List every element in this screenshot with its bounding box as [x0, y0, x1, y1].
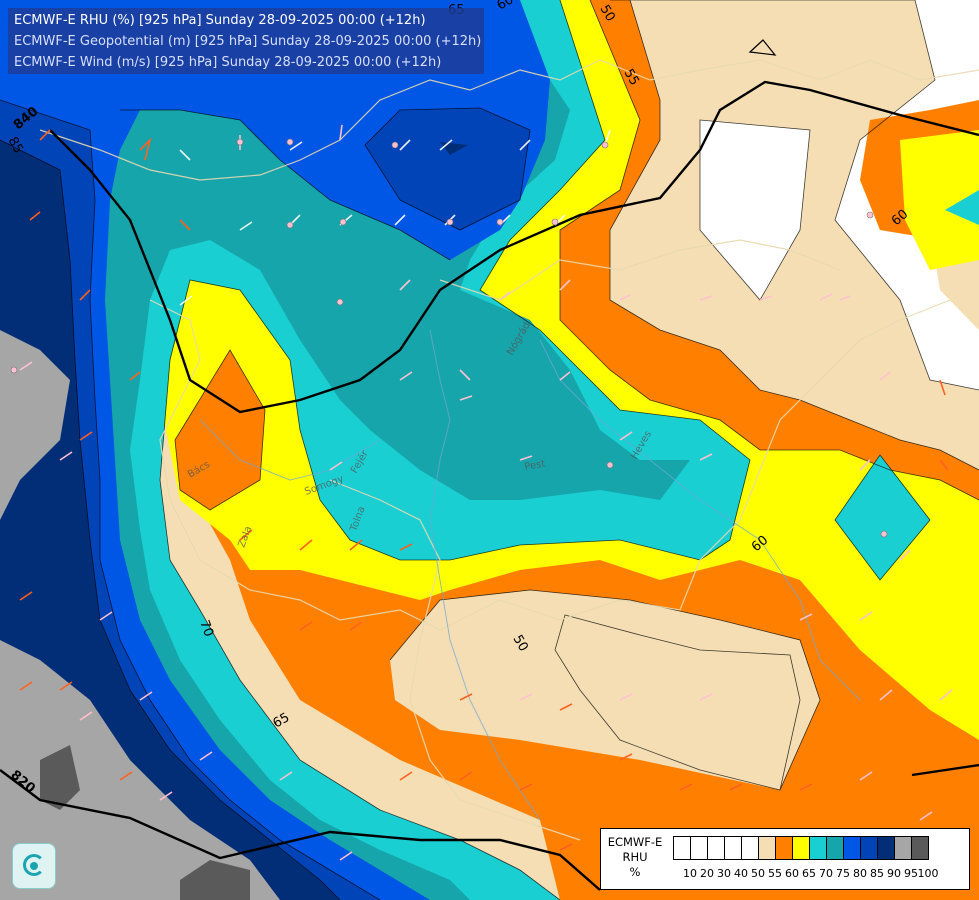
legend-swatch — [860, 836, 878, 860]
legend-tick-label: 65 — [802, 867, 816, 880]
band-85-core — [365, 108, 530, 230]
legend-swatch — [826, 836, 844, 860]
geopotential-title: ECMWF-E Geopotential (m) [925 hPa] Sunda… — [14, 34, 482, 49]
legend-swatch — [690, 836, 708, 860]
ecmwf-logo-icon — [12, 843, 56, 889]
contour-label-3: 55 — [621, 67, 642, 89]
legend-swatch — [724, 836, 742, 860]
legend-title-line-2: RHU — [622, 850, 648, 864]
contour-label-1: 50 — [510, 633, 531, 655]
geopotential-lines — [0, 80, 979, 891]
band-100 — [40, 745, 250, 900]
legend-swatch — [673, 836, 691, 860]
legend-title-line-3: % — [629, 865, 641, 879]
legend-tick-label: 100 — [917, 867, 939, 880]
hole-60-w — [175, 350, 265, 510]
legend-tick-label: 55 — [768, 867, 782, 880]
rivers — [199, 329, 861, 821]
contour-label-2: 50 — [597, 3, 618, 25]
legend-swatch — [707, 836, 725, 860]
map-title-box: ECMWF-E RHU (%) [925 hPa] Sunday 28-09-2… — [8, 8, 484, 74]
legend-tick-label: 50 — [751, 867, 765, 880]
white-ne — [610, 0, 979, 390]
place-label-pest: Pest — [524, 458, 547, 472]
legend-swatch — [843, 836, 861, 860]
legend-swatch — [792, 836, 810, 860]
legend-tick-label: 40 — [734, 867, 748, 880]
rhu-title: ECMWF-E RHU (%) [925 hPa] Sunday 28-09-2… — [14, 13, 426, 28]
triangle-symbol — [748, 39, 777, 56]
legend-swatch — [758, 836, 776, 860]
wind-title: ECMWF-E Wind (m/s) [925 hPa] Sunday 28-0… — [14, 55, 442, 70]
legend-title-line-1: ECMWF-E — [607, 835, 663, 849]
wind-barbs — [10, 124, 953, 861]
contour-label-9: 70 — [196, 618, 216, 639]
legend-tick-label: 85 — [870, 867, 884, 880]
legend-tick-label: 75 — [836, 867, 850, 880]
legend-swatch — [894, 836, 912, 860]
hole-55-s — [390, 590, 820, 790]
legend-tick-label: 10 — [683, 867, 697, 880]
country-borders — [39, 59, 979, 841]
band-70-ne — [945, 190, 979, 225]
legend-tick-label: 90 — [887, 867, 901, 880]
band-90-core — [440, 142, 468, 155]
contour-label-8: 65 — [271, 710, 293, 731]
legend-swatches — [673, 836, 929, 860]
legend-tick-label: 80 — [853, 867, 867, 880]
legend-swatch — [877, 836, 895, 860]
legend-tick-label: 95 — [904, 867, 918, 880]
legend-tick-label: 30 — [717, 867, 731, 880]
contour-label-10: 85 — [5, 135, 26, 157]
band-65-right — [900, 130, 979, 270]
legend-swatch — [809, 836, 827, 860]
legend-tick-label: 60 — [785, 867, 799, 880]
band-75 — [0, 0, 690, 900]
legend-swatch — [775, 836, 793, 860]
legend-swatch — [741, 836, 759, 860]
legend-ticks: 10 20 30 40 50 55 60 65 70 75 80 85 90 95 100 — [673, 867, 973, 883]
legend-tick-label: 70 — [819, 867, 833, 880]
legend-tick-label: 20 — [700, 867, 714, 880]
legend-title: ECMWF-E RHU % — [604, 835, 666, 880]
rhu-legend: ECMWF-E RHU % 10 20 30 40 50 55 60 65 70 75 80 85 90… — [600, 828, 970, 890]
legend-swatch — [911, 836, 929, 860]
